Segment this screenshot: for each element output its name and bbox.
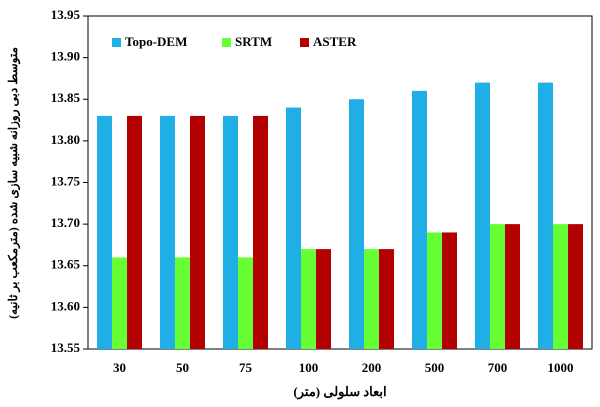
y-tick-label: 13.75	[51, 173, 81, 188]
bar	[190, 115, 205, 350]
bar	[538, 82, 553, 349]
bar	[253, 115, 268, 350]
bar	[160, 115, 175, 350]
bar	[412, 90, 427, 350]
bar	[316, 249, 331, 349]
x-tick-label: 30	[113, 360, 126, 375]
x-tick-label: 75	[239, 360, 253, 375]
legend-swatch	[300, 38, 309, 47]
bar	[364, 249, 379, 349]
legend-swatch	[222, 38, 231, 47]
y-tick-label: 13.65	[51, 257, 81, 272]
y-tick-label: 13.80	[51, 132, 80, 147]
bar	[568, 224, 583, 349]
bar	[223, 115, 238, 350]
bar	[505, 224, 520, 349]
bar	[112, 257, 127, 349]
bar	[553, 224, 568, 349]
y-tick-label: 13.90	[51, 49, 80, 64]
bar	[127, 115, 142, 350]
x-tick-label: 1000	[548, 360, 574, 375]
x-tick-label: 50	[176, 360, 189, 375]
bar	[427, 232, 442, 349]
x-tick-label: 100	[299, 360, 319, 375]
bar	[475, 82, 490, 349]
y-tick-label: 13.70	[51, 215, 80, 230]
legend-label: SRTM	[235, 34, 272, 49]
y-tick-label: 13.85	[51, 90, 81, 105]
y-tick-label: 13.55	[51, 340, 81, 355]
x-tick-label: 500	[425, 360, 445, 375]
legend-swatch	[112, 38, 121, 47]
legend-label: ASTER	[313, 34, 357, 49]
bar	[238, 257, 253, 349]
x-tick-label: 200	[362, 360, 382, 375]
x-tick-label: 700	[488, 360, 508, 375]
bar	[379, 249, 394, 349]
bar	[301, 249, 316, 349]
bar	[286, 107, 301, 349]
y-tick-label: 13.60	[51, 298, 80, 313]
bar	[442, 232, 457, 349]
bar	[97, 115, 112, 350]
y-tick-label: 13.95	[51, 7, 81, 22]
x-axis-title: ابعاد سلولی (متر)	[293, 384, 386, 400]
bar	[490, 224, 505, 349]
bar	[175, 257, 190, 349]
legend-label: Topo-DEM	[125, 34, 187, 49]
y-axis-title: متوسط دبی روزانه شبیه سازی شده (مترمکعب …	[6, 47, 21, 319]
bar	[349, 99, 364, 349]
